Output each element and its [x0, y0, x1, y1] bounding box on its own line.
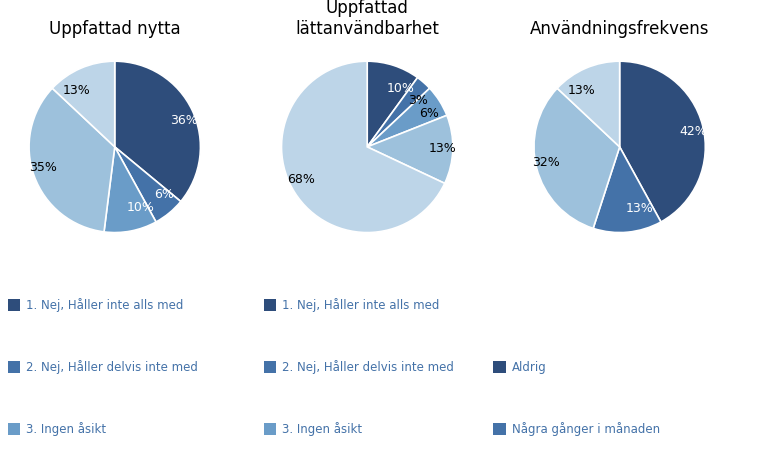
Wedge shape: [29, 88, 115, 232]
Text: 13%: 13%: [429, 142, 457, 155]
Text: Några gånger i månaden: Några gånger i månaden: [512, 422, 660, 436]
Text: 10%: 10%: [126, 201, 155, 214]
Text: 1. Nej, Håller inte alls med: 1. Nej, Håller inte alls med: [282, 298, 440, 312]
Wedge shape: [620, 61, 705, 222]
Wedge shape: [557, 61, 620, 147]
Text: 13%: 13%: [63, 84, 90, 97]
Wedge shape: [593, 147, 661, 233]
Text: 2. Nej, Håller delvis inte med: 2. Nej, Håller delvis inte med: [282, 360, 454, 374]
Wedge shape: [104, 147, 156, 233]
Text: 36%: 36%: [171, 114, 198, 127]
Text: 3. Ingen åsikt: 3. Ingen åsikt: [26, 422, 106, 436]
Wedge shape: [367, 115, 453, 183]
Wedge shape: [52, 61, 115, 147]
Title: Användningsfrekvens: Användningsfrekvens: [530, 20, 709, 38]
Text: 10%: 10%: [386, 82, 414, 95]
Text: 2. Nej, Håller delvis inte med: 2. Nej, Håller delvis inte med: [26, 360, 198, 374]
Text: 6%: 6%: [154, 188, 174, 201]
Text: 13%: 13%: [568, 84, 595, 97]
Text: 68%: 68%: [287, 174, 315, 186]
Wedge shape: [115, 147, 181, 222]
Text: Aldrig: Aldrig: [512, 361, 546, 374]
Wedge shape: [367, 88, 447, 147]
Wedge shape: [115, 61, 200, 202]
Title: Uppfattad nytta: Uppfattad nytta: [49, 20, 181, 38]
Title: Uppfattad
lättanvändbarhet: Uppfattad lättanvändbarhet: [295, 0, 439, 38]
Text: 1. Nej, Håller inte alls med: 1. Nej, Håller inte alls med: [26, 298, 184, 312]
Text: 3. Ingen åsikt: 3. Ingen åsikt: [282, 422, 363, 436]
Wedge shape: [282, 61, 444, 233]
Text: 42%: 42%: [679, 125, 707, 138]
Text: 3%: 3%: [408, 94, 428, 107]
Text: 13%: 13%: [626, 202, 653, 215]
Text: 32%: 32%: [532, 156, 560, 169]
Text: 6%: 6%: [419, 107, 439, 120]
Text: 35%: 35%: [29, 161, 57, 174]
Wedge shape: [367, 61, 418, 147]
Wedge shape: [534, 88, 620, 229]
Wedge shape: [367, 78, 430, 147]
